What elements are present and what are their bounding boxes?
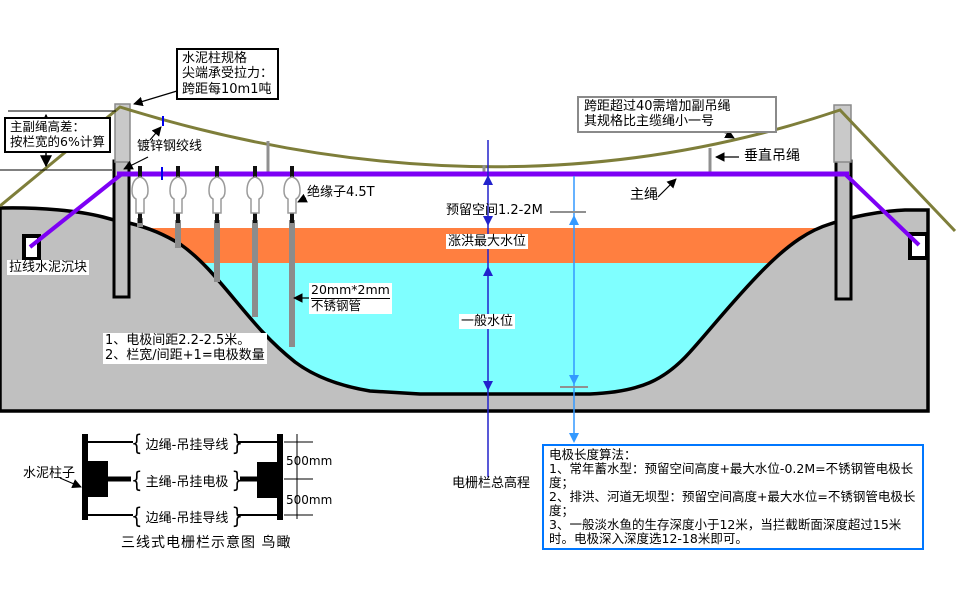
leader-galvanized-lower: [123, 156, 149, 170]
wire-bottom-4: [253, 207, 257, 223]
birdseye-right-bar: [277, 434, 283, 520]
span-note-line2: 其规格比主缆绳小一号: [584, 114, 715, 130]
right-guy-wire: [842, 171, 921, 247]
brace-left: {: [131, 467, 143, 494]
algorithm-title: 电极长度算法：: [549, 447, 637, 462]
electrode-notes-line1: 1、电极间距2.2-2.5米。: [105, 333, 251, 348]
wire-bottom-3: [215, 207, 219, 223]
steel-tube-3: [214, 220, 220, 282]
span-note-line1: 跨距超过40需增加副吊绳: [584, 99, 731, 114]
birdseye-side-bottom-label: 边绳-吊挂导线: [145, 511, 229, 526]
left-guy-wire: [28, 171, 125, 249]
wire-top-5: [290, 166, 294, 180]
insulator-2: [169, 176, 187, 214]
flood-level-label: 涨洪最大水位: [446, 234, 529, 250]
electrode-2: [169, 166, 187, 248]
birdseye-right-pillar: [257, 462, 277, 498]
steel-tube-line1: 20mm*2mm: [311, 282, 390, 299]
dim-500mm-top: 500mm: [286, 454, 333, 468]
main-rope-label: 主绳: [630, 187, 658, 203]
wire-top-4: [253, 166, 257, 180]
leader-insulator: [297, 193, 308, 203]
dim-500mm-bottom: 500mm: [286, 493, 333, 507]
electrode-4: [246, 166, 264, 317]
normal-level-label: 一般水位: [459, 314, 516, 330]
elevation-dim-line: [483, 140, 493, 477]
birdseye-row-bottom: { 边绳-吊挂导线 }: [131, 503, 243, 530]
birdseye-main-label: 主绳-吊挂电极: [145, 475, 229, 490]
steel-tube-5: [289, 220, 295, 347]
leader-pillar-spec: [133, 90, 178, 107]
reserved-space-label: 预留空间1.2-2M: [446, 203, 543, 218]
brace-right: }: [231, 467, 243, 494]
insulator-3: [208, 176, 226, 214]
pillar-spec-box: 水泥柱规格 尖端承受拉力： 跨距每10m1吨: [176, 48, 280, 100]
leader-cement-pillar: [59, 477, 82, 489]
left-pillar-buried: [112, 159, 131, 299]
electrode-notes: 1、电极间距2.2-2.5米。 2、栏宽/间距+1=电极数量: [103, 333, 267, 364]
algorithm-box: 电极长度算法： 1、常年蓄水型：预留空间高度+最大水位-0.2M=不锈钢管电极长…: [542, 444, 924, 550]
birdseye-side-top-label: 边绳-吊挂导线: [145, 438, 229, 453]
total-elevation-label: 电栅栏总高程: [452, 476, 531, 491]
rope-height-diff-box: 主副绳高差： 按栏宽的6%计算: [4, 117, 111, 153]
steel-tube-4: [252, 220, 258, 317]
insulator-5: [283, 176, 301, 214]
insulator-4: [246, 176, 264, 214]
insulator-1: [131, 176, 149, 214]
birdseye-left-bar: [82, 434, 88, 520]
wire-top-2: [176, 166, 180, 180]
electrode-length-dim-line: [569, 176, 579, 443]
birdseye-left-pillar: [88, 461, 108, 497]
vertical-hanger-label: 垂直吊绳: [744, 148, 800, 164]
suspension-cable: [0, 105, 957, 233]
brace-right: }: [231, 430, 243, 457]
pillar-spec-line3: 跨距每10m1吨: [182, 81, 272, 97]
left-pillar: [114, 103, 131, 163]
anchor-block-label: 拉线水泥沉块: [7, 260, 90, 276]
insulator-label: 绝缘子4.5T: [307, 185, 375, 200]
cement-pillar-label: 水泥柱子: [23, 466, 76, 481]
steel-tube-2: [175, 220, 181, 248]
birdseye-sketch: [82, 434, 313, 520]
pillar-spec-line1: 水泥柱规格: [182, 51, 248, 66]
leader-main-rope: [657, 178, 677, 198]
span-note-box: 跨距超过40需增加副吊绳 其规格比主缆绳小一号: [577, 96, 777, 133]
brace-left: {: [131, 430, 143, 457]
pillar-spec-line2: 尖端承受拉力：: [182, 66, 274, 82]
electrode-notes-line2: 2、栏宽/间距+1=电极数量: [105, 348, 265, 364]
wire-top-1: [138, 166, 142, 180]
wire-bottom-2: [176, 207, 180, 223]
electrode-1: [131, 166, 149, 227]
birdseye-caption: 三线式电栅栏示意图 鸟瞰: [121, 535, 292, 551]
right-pillar-buried: [834, 159, 853, 301]
steel-tube-label: 20mm*2mm 不锈钢管: [309, 282, 392, 314]
wire-bottom-1: [138, 207, 142, 223]
electrode-3: [208, 166, 226, 282]
brace-right: }: [231, 503, 243, 530]
electrode-5: [283, 166, 301, 347]
galvanized-wire-label: 镀锌钢绞线: [137, 139, 203, 154]
algorithm-item1: 1、常年蓄水型：预留空间高度+最大水位-0.2M=不锈钢管电极长度；: [549, 461, 914, 490]
algorithm-item2: 2、排洪、河道无坝型：预留空间高度+最大水位=不锈钢管电极长度；: [549, 489, 916, 518]
birdseye-row-main: { 主绳-吊挂电极 }: [131, 467, 243, 494]
brace-left: {: [131, 503, 143, 530]
rope-height-diff-line2: 按栏宽的6%计算: [10, 133, 105, 149]
leader-galvanized-upper: [149, 126, 162, 141]
algorithm-item3: 3、一般淡水鱼的生存深度小于12米，当拦截断面深度超过15米时。电极深入深度选1…: [549, 517, 902, 546]
wire-top-3: [215, 166, 219, 180]
rope-height-diff-line1: 主副绳高差：: [10, 119, 86, 134]
steel-tube-line2: 不锈钢管: [311, 297, 362, 313]
wire-bottom-5: [290, 207, 294, 223]
birdseye-row-top: { 边绳-吊挂导线 }: [131, 430, 243, 457]
